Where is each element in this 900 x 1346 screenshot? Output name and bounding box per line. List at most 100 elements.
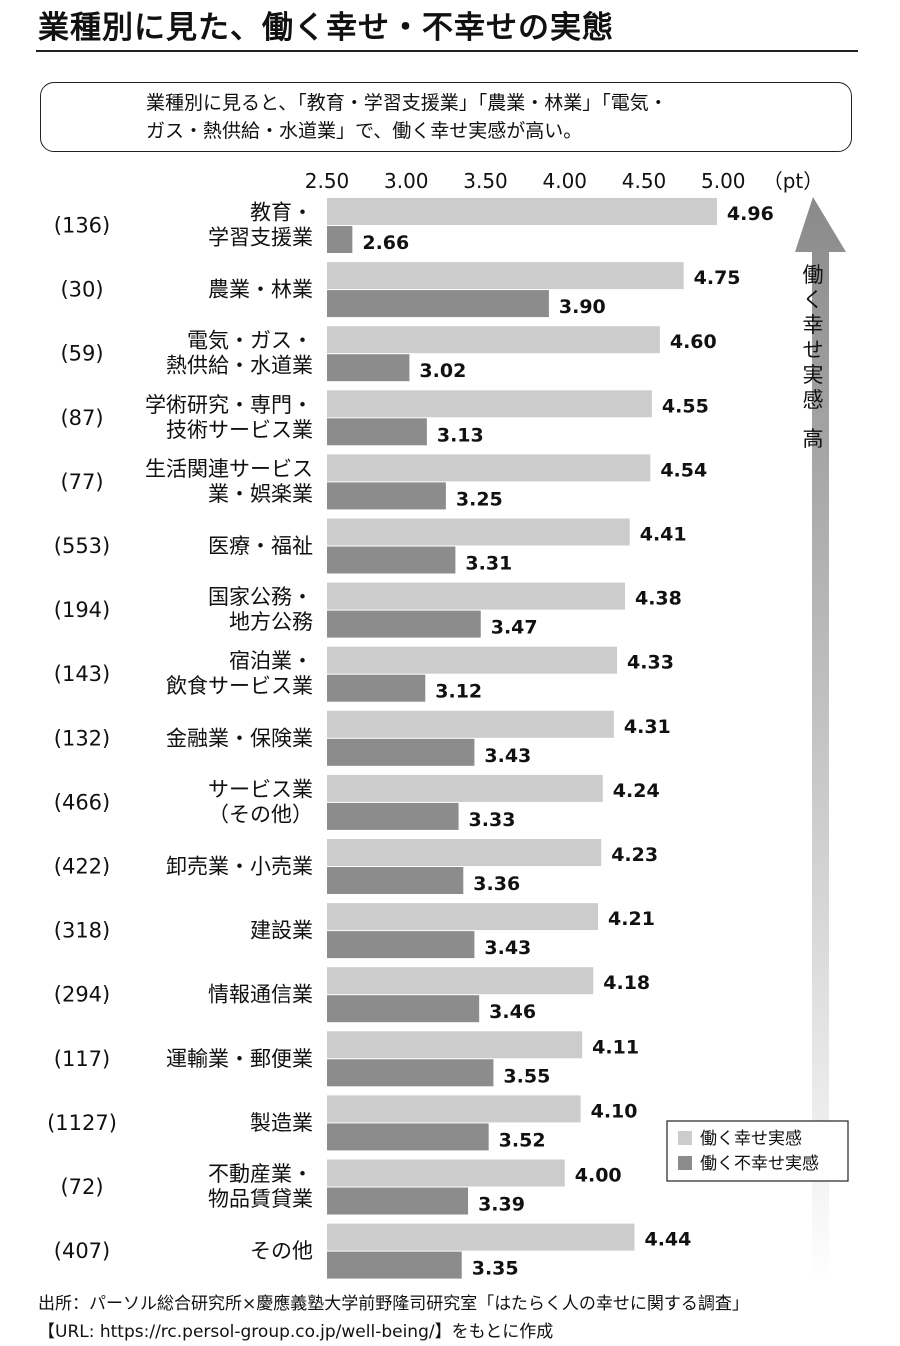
category-label: 技術サービス業	[166, 418, 313, 442]
bar-happy	[327, 839, 602, 866]
arrow-label-char: 幸	[803, 313, 824, 337]
arrow-label-char: せ	[803, 338, 824, 362]
bar-happy	[327, 1223, 635, 1251]
bar-unhappy	[327, 290, 549, 318]
sample-count: (136)	[54, 214, 110, 238]
bar-happy	[327, 903, 599, 931]
value-label-unhappy: 3.43	[484, 745, 531, 767]
summary-note: 業種別に見ると、「教育・学習支援業」「農業・林業」「電気・ ガス・熱供給・水道業…	[40, 82, 852, 152]
bar-unhappy	[327, 610, 481, 638]
value-label-happy: 4.00	[575, 1165, 622, 1187]
bar-happy	[327, 518, 630, 546]
category-label: 生活関連サービス	[145, 457, 313, 481]
value-label-unhappy: 3.02	[419, 360, 466, 382]
x-axis-unit: （pt）	[763, 169, 824, 193]
value-label-unhappy: 3.25	[456, 488, 503, 510]
bar-happy	[327, 582, 625, 610]
category-label: 国家公務・	[208, 585, 313, 609]
bar-unhappy	[327, 226, 353, 253]
sample-count: (77)	[60, 470, 103, 494]
value-label-happy: 4.54	[660, 459, 707, 481]
bar-happy	[327, 1095, 581, 1123]
value-label-unhappy: 3.55	[503, 1065, 550, 1087]
x-tick-label: 5.00	[701, 169, 746, 193]
value-label-happy: 4.38	[635, 588, 682, 610]
sample-count: (294)	[54, 983, 110, 1007]
bar-happy	[327, 967, 594, 995]
value-label-happy: 4.75	[694, 267, 741, 289]
value-label-happy: 4.11	[592, 1036, 639, 1058]
bar-unhappy	[327, 738, 475, 766]
sample-count: (466)	[54, 790, 110, 814]
bar-happy	[327, 1031, 583, 1059]
value-label-unhappy: 3.47	[491, 617, 538, 639]
legend-box	[666, 1120, 849, 1182]
x-axis-ticks: 2.50 3.00 3.50 4.00 4.50 5.00 （pt）	[305, 169, 824, 193]
sample-count: (553)	[54, 534, 110, 558]
bar-chart: 2.50 3.00 3.50 4.00 4.50 5.00 （pt） 4.96 2.66 教育・…	[47, 169, 849, 1285]
page-title: 業種別に見た、働く幸せ・不幸せの実態	[38, 10, 614, 46]
value-label-happy: 4.24	[613, 780, 660, 802]
category-label: 医療・福祉	[208, 534, 313, 558]
value-label-unhappy: 3.36	[473, 873, 520, 895]
bar-happy	[327, 326, 660, 354]
sample-count: (318)	[54, 919, 110, 943]
category-label: 宿泊業・	[229, 649, 313, 673]
value-label-unhappy: 3.35	[472, 1258, 519, 1280]
bar-unhappy	[327, 1187, 469, 1215]
sample-count: (1127)	[47, 1111, 117, 1135]
legend-label-happy: 働く幸せ実感	[700, 1129, 802, 1149]
sample-count: (72)	[60, 1175, 103, 1199]
sample-count: (30)	[60, 278, 103, 302]
category-label: 農業・林業	[208, 278, 313, 302]
value-label-happy: 4.31	[624, 716, 671, 738]
legend-swatch-unhappy	[678, 1156, 692, 1170]
bar-unhappy	[327, 995, 480, 1023]
category-label: 学習支援業	[208, 226, 313, 250]
x-tick-label: 2.50	[305, 169, 350, 193]
bar-happy	[327, 1159, 565, 1187]
sample-count: (87)	[60, 406, 103, 430]
bars-layer: 4.96 2.66 教育・学習支援業 (136) 4.75 3.90 農業・林業 (30) 4.…	[47, 198, 774, 1280]
bar-happy	[327, 198, 717, 225]
source-line-1: 出所：パーソル総合研究所×慶應義塾大学前野隆司研究室「はたらく人の幸せに関する調…	[38, 1294, 749, 1314]
value-label-happy: 4.21	[608, 908, 655, 930]
bar-unhappy	[327, 931, 475, 959]
category-label: 物品賃貸業	[208, 1187, 313, 1211]
value-label-happy: 4.96	[727, 203, 774, 225]
value-label-unhappy: 3.12	[435, 681, 482, 703]
legend: 働く幸せ実感 働く不幸せ実感	[666, 1120, 849, 1182]
category-label: 不動産業・	[208, 1162, 313, 1186]
bar-unhappy	[327, 482, 446, 510]
arrow-label-char: 実	[803, 363, 824, 387]
sample-count: (59)	[60, 342, 103, 366]
category-label: 金融業・保険業	[166, 726, 313, 750]
value-label-happy: 4.60	[670, 331, 717, 353]
arrow-shape	[795, 197, 846, 1285]
category-label: 地方公務	[229, 610, 313, 634]
bar-unhappy	[327, 1123, 489, 1151]
value-label-unhappy: 3.31	[465, 553, 512, 575]
category-label: 熱供給・水道業	[166, 354, 313, 378]
x-tick-label: 4.00	[542, 169, 587, 193]
value-label-happy: 4.23	[611, 844, 658, 866]
arrow-label: 働く幸せ実感 高	[803, 263, 824, 451]
value-label-unhappy: 3.39	[478, 1194, 525, 1216]
bar-unhappy	[327, 674, 426, 702]
value-label-unhappy: 3.90	[559, 296, 606, 318]
bar-happy	[327, 454, 651, 482]
sample-count: (422)	[54, 855, 110, 879]
bar-happy	[327, 774, 603, 802]
title-rule	[36, 50, 858, 52]
legend-swatch-happy	[678, 1131, 692, 1145]
value-label-happy: 4.10	[591, 1100, 638, 1122]
x-tick-label: 3.50	[463, 169, 508, 193]
category-label: 建設業	[250, 919, 313, 943]
summary-note-line-1: 業種別に見ると、「教育・学習支援業」「農業・林業」「電気・	[146, 92, 668, 114]
category-label: その他	[250, 1239, 313, 1263]
category-label: 飲食サービス業	[166, 674, 313, 698]
bar-happy	[327, 710, 614, 738]
value-label-unhappy: 2.66	[362, 232, 409, 254]
value-label-unhappy: 3.46	[489, 1001, 536, 1023]
category-label: 教育・	[250, 201, 313, 225]
